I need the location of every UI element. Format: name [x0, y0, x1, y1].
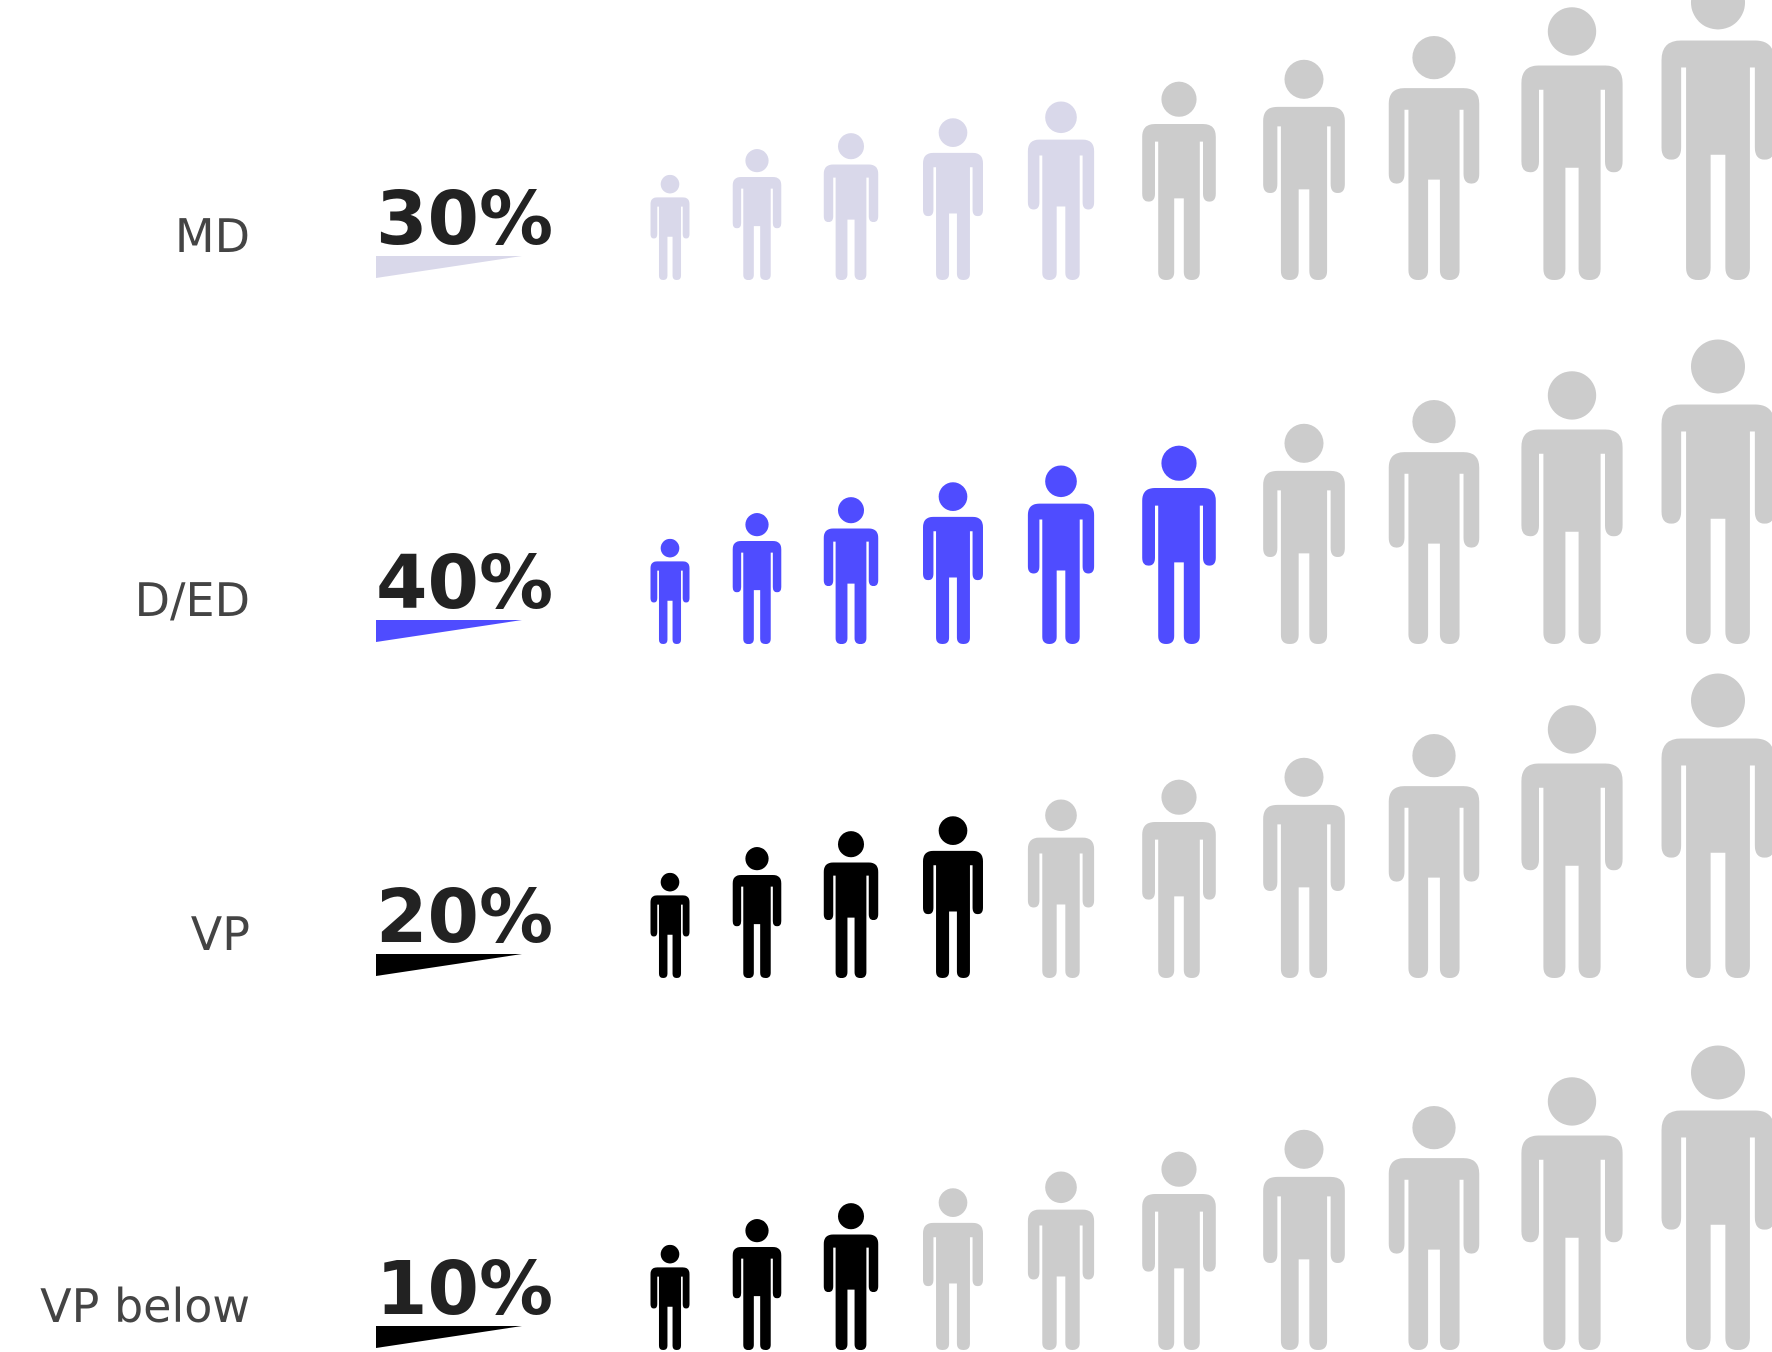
person-icon — [1142, 81, 1216, 280]
chart-row: MD 30% — [175, 0, 1772, 281]
person-icon — [1521, 1077, 1623, 1350]
percent-wedge — [376, 954, 522, 976]
person-icon — [1521, 705, 1623, 978]
percent-label: 30% — [376, 176, 553, 262]
percent-label: 40% — [376, 540, 553, 626]
person-icon-highlighted — [823, 1203, 879, 1350]
person-icon-highlighted — [923, 482, 983, 644]
person-icon — [923, 1188, 983, 1350]
percent-wedge — [376, 620, 522, 642]
person-icon-highlighted — [1027, 465, 1095, 644]
person-icon-highlighted — [823, 133, 879, 280]
person-icon — [1388, 1105, 1480, 1350]
person-icon-highlighted — [650, 1244, 690, 1350]
row-label: D/ED — [135, 573, 250, 627]
person-icon-highlighted — [650, 872, 690, 978]
percent-label: 20% — [376, 874, 553, 960]
person-icon — [1263, 757, 1345, 978]
person-icon — [1027, 1171, 1095, 1350]
person-icon-highlighted — [732, 513, 782, 644]
person-icon-highlighted — [732, 1219, 782, 1350]
row-label: VP — [191, 907, 250, 961]
person-icon-highlighted — [650, 538, 690, 644]
person-icon — [1142, 1151, 1216, 1350]
person-icon — [1521, 7, 1623, 280]
percent-wedge — [376, 1326, 522, 1348]
person-icon — [1661, 1045, 1772, 1351]
person-icon-highlighted — [732, 847, 782, 978]
person-icon — [1027, 799, 1095, 978]
person-icon — [1263, 423, 1345, 644]
person-icon-highlighted — [923, 816, 983, 978]
person-icon-highlighted — [1027, 101, 1095, 280]
row-label: MD — [175, 209, 250, 263]
person-icon — [1521, 371, 1623, 644]
person-icon-highlighted — [732, 149, 782, 280]
person-icon — [1263, 59, 1345, 281]
chart-row: VP 20% — [191, 673, 1772, 979]
person-icon-highlighted — [923, 118, 983, 280]
person-icon-highlighted — [823, 497, 879, 644]
person-icon — [1388, 399, 1480, 644]
person-icon — [1661, 339, 1772, 645]
row-label: VP below — [40, 1279, 250, 1333]
person-icon — [1142, 779, 1216, 978]
person-icon-highlighted — [650, 174, 690, 280]
person-icon — [1661, 673, 1772, 979]
percent-label: 10% — [376, 1246, 553, 1332]
percent-wedge — [376, 256, 522, 278]
chart-row: D/ED 40% — [135, 339, 1772, 645]
person-icon-highlighted — [1142, 445, 1216, 644]
person-icon — [1661, 0, 1772, 281]
chart-row: VP below 10% — [40, 1045, 1772, 1351]
person-icon — [1388, 733, 1480, 978]
person-icon — [1263, 1129, 1345, 1350]
person-icon-highlighted — [823, 831, 879, 978]
person-icon — [1388, 35, 1480, 281]
